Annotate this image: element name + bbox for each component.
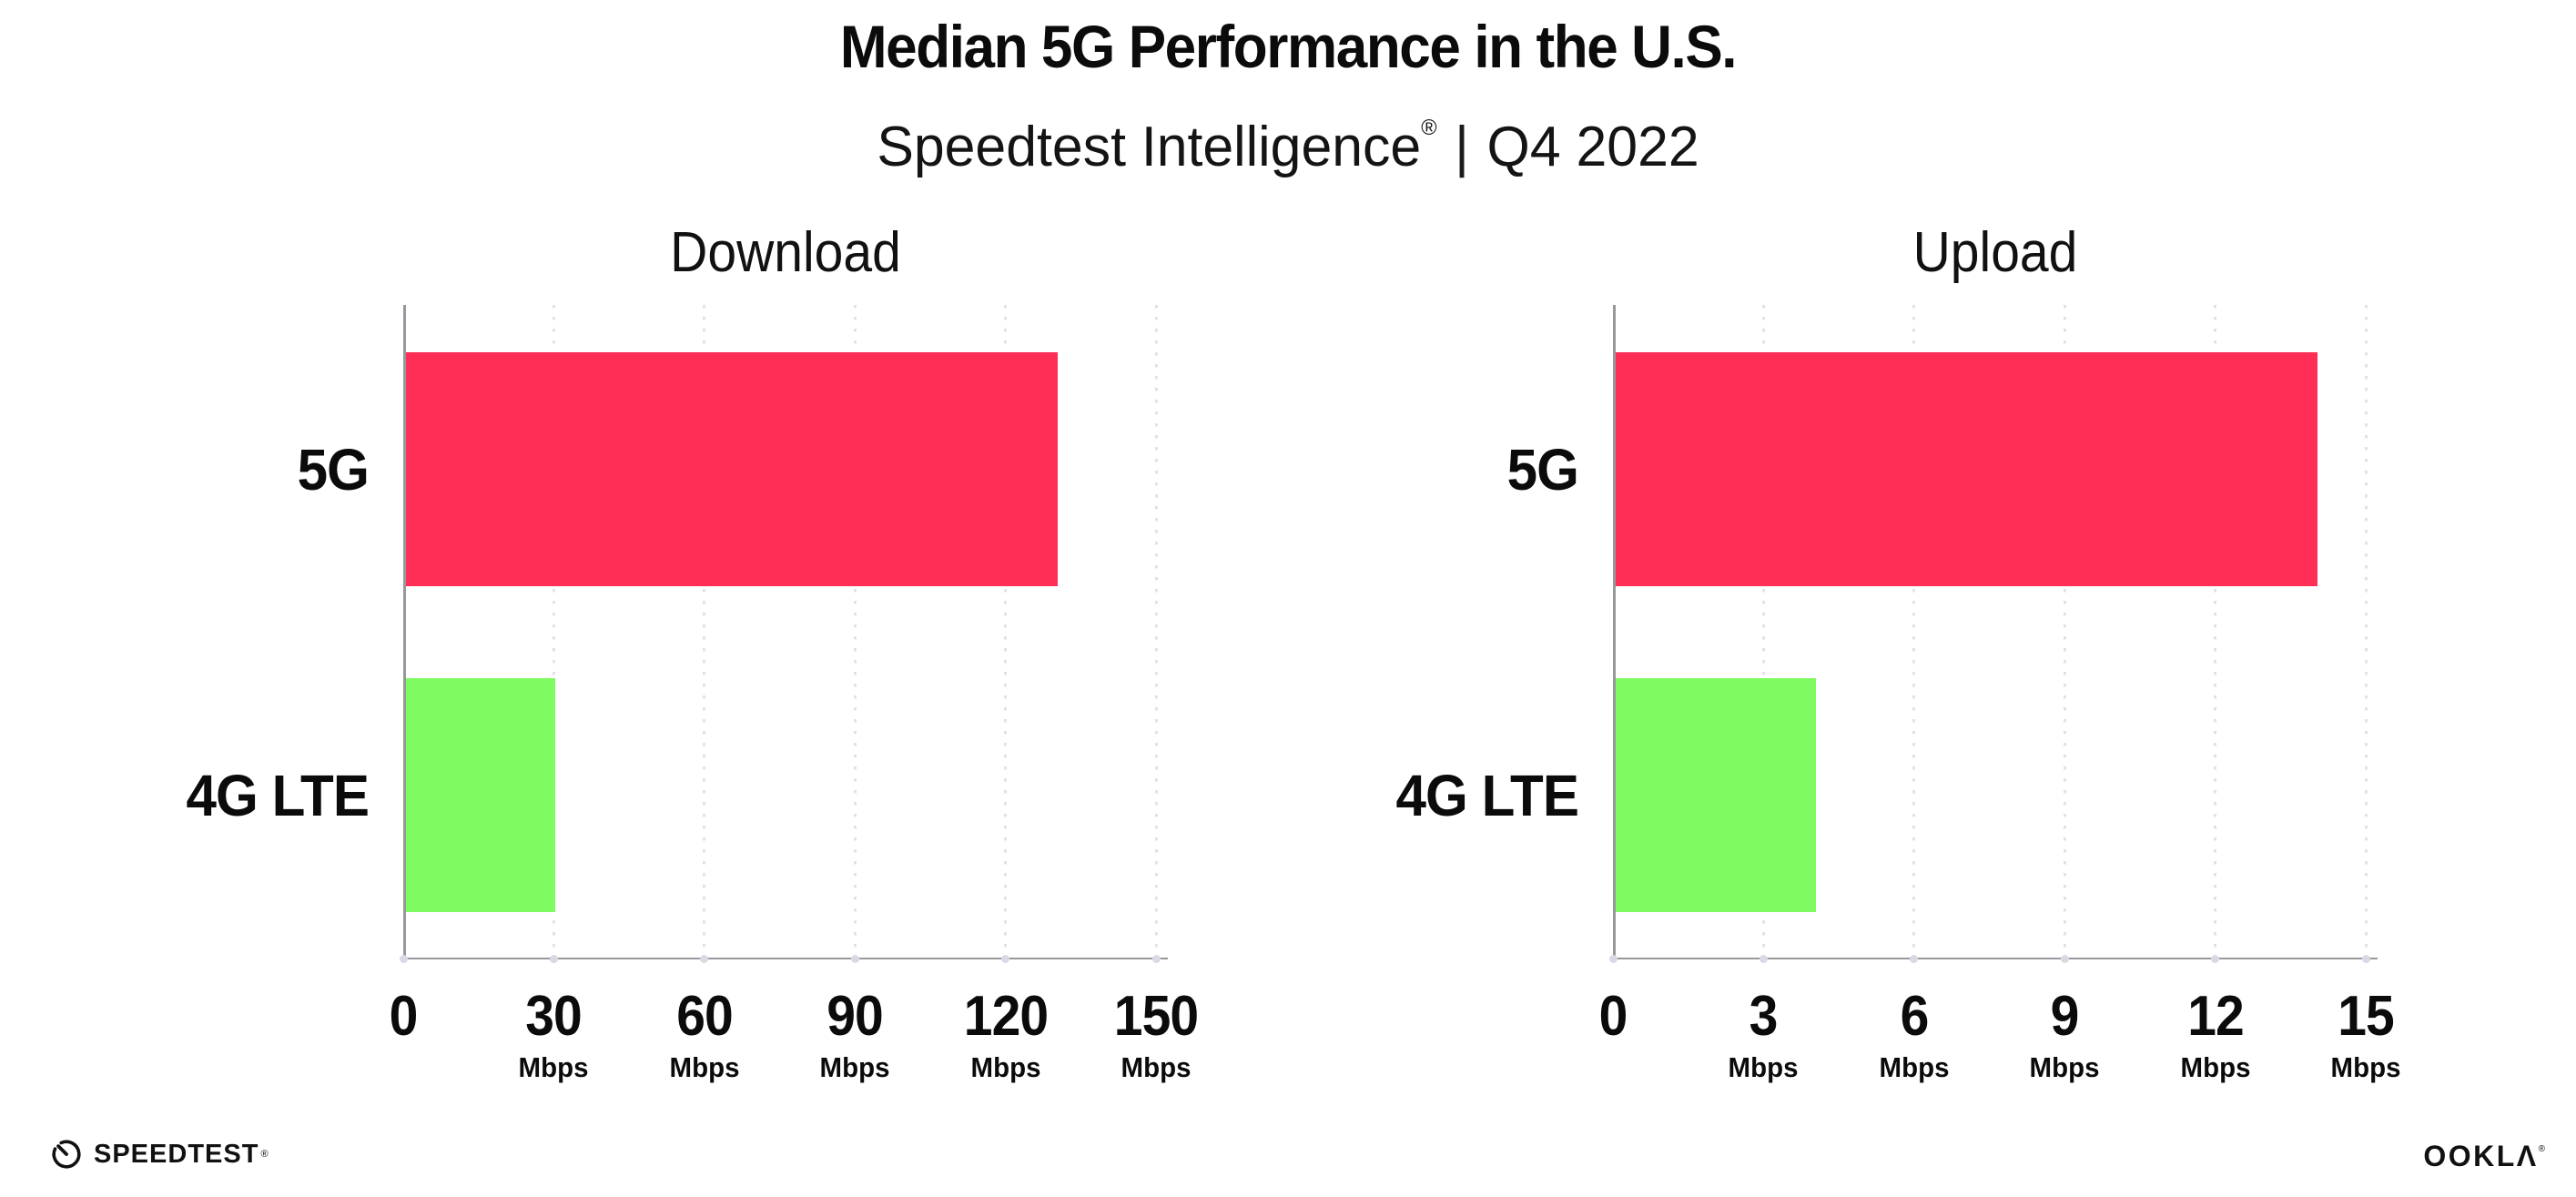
gridline-12: [2214, 305, 2217, 959]
x-tick-0: 0: [1540, 988, 1686, 1046]
x-tick-unit: Mbps: [819, 1051, 890, 1083]
x-tick-value: 150: [1113, 985, 1199, 1048]
axis-tick-dot: [2060, 955, 2069, 963]
x-tick-value: 3: [1749, 985, 1779, 1048]
plot-area-upload: [1608, 305, 2378, 963]
x-tick-value: 0: [389, 985, 419, 1048]
subtitle-divider: |: [1455, 116, 1469, 178]
x-tick-unit: Mbps: [2180, 1051, 2251, 1083]
page-subtitle: Speedtest Intelligence® | Q4 2022: [25, 80, 2550, 179]
page-title: Median 5G Performance in the U.S.: [839, 13, 1738, 80]
x-axis-line: [1613, 957, 2378, 959]
bar-4g-lte: [405, 678, 556, 912]
axis-tick-dot: [549, 955, 558, 963]
x-tick-unit: Mbps: [1879, 1051, 1950, 1083]
subtitle-brand: Speedtest Intelligence: [877, 116, 1422, 178]
axis-tick-dot: [2211, 955, 2220, 963]
x-tick-value: 90: [827, 985, 884, 1048]
axis-tick-dot: [399, 955, 408, 963]
x-tick-unit: Mbps: [669, 1051, 740, 1083]
axis-tick-dot: [1608, 955, 1618, 963]
y-axis-line: [1613, 305, 1616, 959]
x-tick-15: 15 Mbps: [2293, 988, 2439, 1083]
x-tick-60: 60 Mbps: [632, 988, 777, 1083]
axis-tick-dot: [1910, 955, 1919, 963]
x-tick-value: 12: [2186, 985, 2245, 1048]
x-tick-0: 0: [330, 988, 476, 1046]
chart-title-download: Download: [670, 221, 901, 284]
registered-mark: ®: [1421, 116, 1437, 140]
category-label-5g: 5G: [297, 436, 370, 502]
axis-tick-dot: [850, 955, 859, 963]
axis-tick-dot: [1759, 955, 1768, 963]
speedtest-registered-mark: ®: [260, 1149, 269, 1160]
ookla-wordmark: OOKLΛ: [2423, 1140, 2539, 1172]
report-header: Median 5G Performance in the U.S. Speedt…: [0, 0, 2576, 179]
x-tick-3: 3 Mbps: [1690, 988, 1836, 1083]
subtitle-period: Q4 2022: [1486, 116, 1699, 178]
x-tick-value: 0: [1598, 985, 1628, 1048]
axis-tick-dot: [700, 955, 709, 963]
x-tick-120: 120 Mbps: [933, 988, 1079, 1083]
category-label-4g-lte: 4G LTE: [1395, 762, 1579, 828]
x-tick-unit: Mbps: [1121, 1051, 1192, 1083]
chart-upload: Upload 5G 4G LTE 0 3 Mbps 6 Mbps 9 Mbps 12 Mbps 15 M…: [1340, 218, 2432, 1129]
bar-4g-lte: [1615, 678, 1816, 912]
gridline-120: [1004, 305, 1008, 959]
chart-download: Download 5G 4G LTE 0 30 Mbps 60 Mbps 90 Mbps 120 M…: [130, 218, 1222, 1129]
x-tick-150: 150 Mbps: [1083, 988, 1229, 1083]
x-tick-value: 60: [675, 985, 734, 1048]
gridline-150: [1154, 305, 1158, 959]
x-axis-line: [403, 957, 1168, 959]
x-tick-unit: Mbps: [2330, 1051, 2401, 1083]
speedtest-wordmark: SPEEDTEST: [94, 1139, 259, 1169]
x-tick-value: 120: [963, 985, 1048, 1048]
x-tick-value: 6: [1900, 985, 1929, 1048]
axis-tick-dot: [1151, 955, 1161, 963]
ookla-registered-mark: ®: [2538, 1144, 2545, 1154]
x-tick-unit: Mbps: [1728, 1051, 1799, 1083]
x-tick-9: 9 Mbps: [1992, 988, 2137, 1083]
gridline-30: [552, 305, 555, 959]
gridline-9: [2063, 305, 2066, 959]
x-tick-90: 90 Mbps: [782, 988, 928, 1083]
axis-tick-dot: [1001, 955, 1010, 963]
gridline-90: [853, 305, 857, 959]
x-tick-6: 6 Mbps: [1841, 988, 1987, 1083]
y-axis-line: [403, 305, 406, 959]
bar-5g: [1615, 352, 2317, 586]
speedtest-gauge-icon: [52, 1140, 81, 1169]
category-label-5g: 5G: [1506, 436, 1579, 502]
category-label-4g-lte: 4G LTE: [186, 762, 370, 828]
x-tick-unit: Mbps: [970, 1051, 1041, 1083]
bar-5g: [405, 352, 1058, 586]
ookla-logo: OOKLΛ®: [2423, 1140, 2545, 1173]
plot-area-download: [399, 305, 1168, 963]
gridline-60: [703, 305, 706, 959]
x-tick-unit: Mbps: [2029, 1051, 2100, 1083]
x-tick-30: 30 Mbps: [481, 988, 626, 1083]
chart-title-upload: Upload: [1912, 221, 2078, 284]
gridline-3: [1761, 305, 1765, 959]
gridline-6: [1912, 305, 1916, 959]
x-tick-12: 12 Mbps: [2143, 988, 2288, 1083]
x-tick-value: 30: [525, 985, 583, 1048]
axis-tick-dot: [2361, 955, 2370, 963]
x-tick-value: 15: [2338, 985, 2395, 1048]
x-tick-value: 9: [2050, 985, 2080, 1048]
speedtest-logo: SPEEDTEST ®: [50, 1136, 269, 1172]
gridline-15: [2364, 305, 2368, 959]
x-tick-unit: Mbps: [518, 1051, 589, 1083]
